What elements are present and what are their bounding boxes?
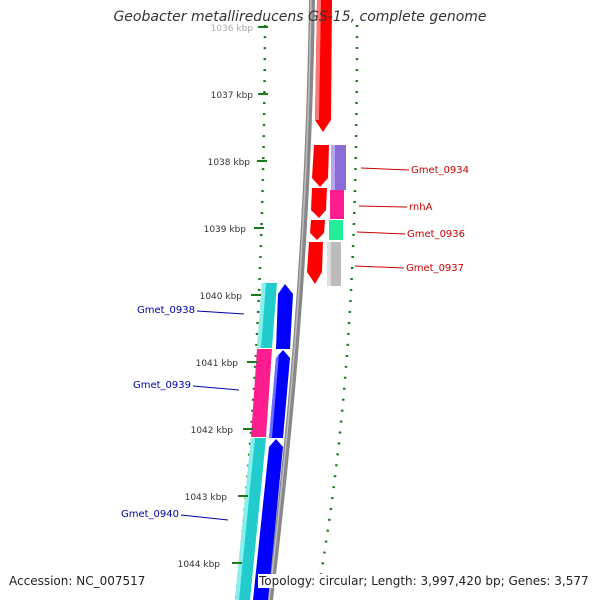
tick-label: 1042 kbp [191, 426, 234, 436]
tick-label: 1038 kbp [208, 158, 251, 168]
ruler-ticks [232, 26, 268, 564]
forward-label-leaders [354, 167, 410, 269]
genome-backbone [267, 0, 315, 600]
gene-label-gmet-0936[interactable]: Gmet_0936 [407, 229, 465, 240]
gene-label-gmet-0938[interactable]: Gmet_0938 [137, 305, 195, 316]
tick-label: 1044 kbp [178, 560, 221, 570]
genome-summary-text: Topology: circular; Length: 3,997,420 bp… [258, 574, 590, 588]
forward-cds-group [307, 145, 329, 284]
reverse-label-leaders [180, 310, 245, 521]
tick-label: 1037 kbp [211, 91, 254, 101]
forward-cog-blocks [327, 145, 346, 286]
gene-label-rnha[interactable]: rnhA [409, 202, 433, 213]
gene-label-gmet-0934[interactable]: Gmet_0934 [411, 165, 469, 176]
tick-label: 1041 kbp [196, 359, 239, 369]
tick-label: 1040 kbp [200, 292, 243, 302]
genome-backbone-highlight [268, 0, 312, 600]
reverse-cds-group [253, 284, 293, 600]
gene-label-gmet-0940[interactable]: Gmet_0940 [121, 509, 179, 520]
tick-label: 1036 kbp [211, 24, 254, 34]
reverse-cog-blocks [235, 283, 277, 600]
tick-label: 1043 kbp [185, 493, 228, 503]
forward-gene-labels: Gmet_0934 rnhA Gmet_0936 Gmet_0937 [406, 165, 469, 274]
map-title: Geobacter metallireducens GS-15, complet… [113, 9, 487, 25]
gene-label-gmet-0939[interactable]: Gmet_0939 [133, 380, 191, 391]
ruler-tick-labels: 1036 kbp 1037 kbp 1038 kbp 1039 kbp 1040… [178, 24, 254, 570]
forward-cds-top-shade [315, 0, 321, 120]
gc-track-right [318, 24, 359, 581]
accession-text: Accession: NC_007517 [9, 574, 146, 588]
tick-label: 1039 kbp [204, 225, 247, 235]
reverse-gene-labels: Gmet_0938 Gmet_0939 Gmet_0940 [121, 305, 195, 520]
gene-label-gmet-0937[interactable]: Gmet_0937 [406, 263, 464, 274]
